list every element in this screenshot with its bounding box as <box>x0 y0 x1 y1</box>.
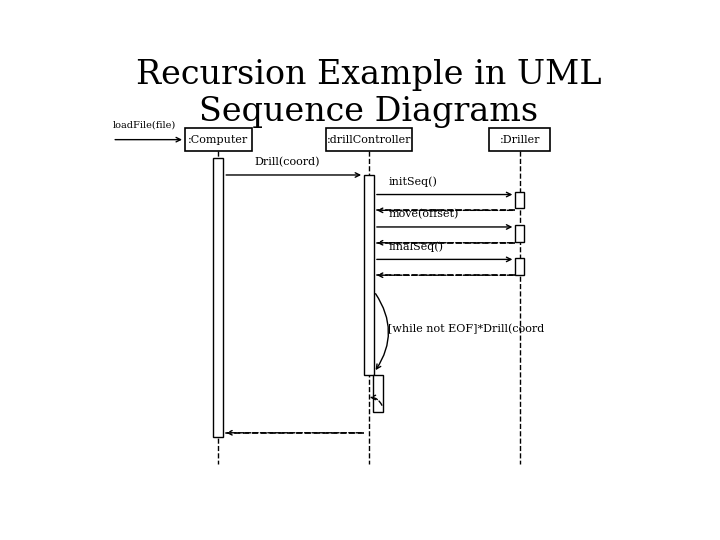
Bar <box>213 158 223 437</box>
Bar <box>373 375 383 412</box>
Text: initSeq(): initSeq() <box>389 177 438 187</box>
Text: Drill(coord): Drill(coord) <box>255 157 320 167</box>
Bar <box>516 192 524 208</box>
Text: [while not EOF]*Drill(coord: [while not EOF]*Drill(coord <box>388 323 544 334</box>
FancyArrowPatch shape <box>376 294 388 369</box>
Text: :Computer: :Computer <box>188 134 248 145</box>
FancyArrowPatch shape <box>371 395 382 405</box>
Text: :Driller: :Driller <box>500 134 540 145</box>
Text: :drillController: :drillController <box>327 134 411 145</box>
Bar <box>516 258 524 275</box>
Bar <box>325 128 413 151</box>
Bar <box>364 175 374 375</box>
Bar <box>516 225 524 241</box>
Text: Recursion Example in UML
Sequence Diagrams: Recursion Example in UML Sequence Diagra… <box>136 59 602 129</box>
Bar <box>489 128 550 151</box>
Text: move(offset): move(offset) <box>389 209 459 219</box>
Text: loadFile(file): loadFile(file) <box>112 120 176 129</box>
Text: finalSeq(): finalSeq() <box>389 241 444 252</box>
Bar <box>185 128 252 151</box>
